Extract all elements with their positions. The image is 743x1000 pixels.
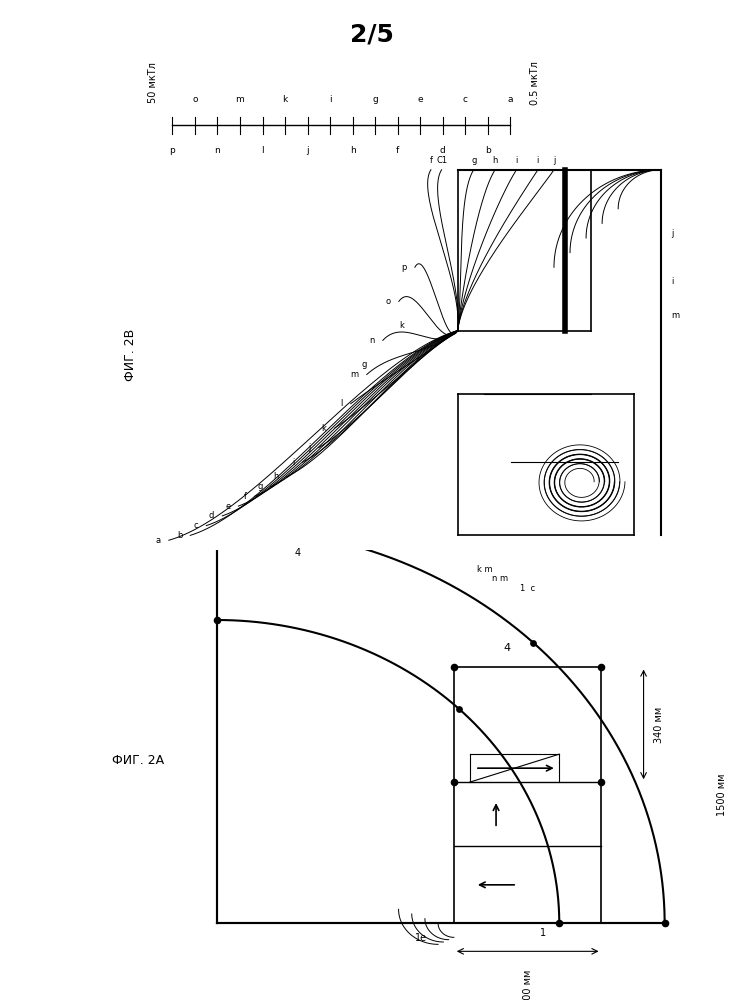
Text: 1: 1 bbox=[540, 928, 547, 938]
Text: 340 мм: 340 мм bbox=[654, 706, 664, 743]
Text: ФИГ. 2В: ФИГ. 2В bbox=[124, 329, 137, 381]
Text: 1000 мм: 1000 мм bbox=[522, 970, 533, 1000]
Point bbox=[453, 701, 465, 717]
Point bbox=[659, 915, 671, 931]
Text: j: j bbox=[308, 443, 311, 452]
Text: a: a bbox=[507, 95, 513, 104]
Text: e: e bbox=[225, 502, 230, 511]
Point bbox=[595, 774, 607, 790]
Text: 1е: 1е bbox=[415, 933, 427, 943]
Text: b: b bbox=[485, 146, 491, 155]
Text: i: i bbox=[292, 458, 294, 467]
Text: f: f bbox=[429, 156, 432, 165]
Text: n: n bbox=[369, 336, 374, 345]
Text: g: g bbox=[361, 360, 367, 369]
Text: c: c bbox=[463, 95, 468, 104]
Text: b: b bbox=[177, 531, 182, 540]
Text: n: n bbox=[215, 146, 221, 155]
Text: C1: C1 bbox=[436, 156, 447, 165]
Text: d: d bbox=[440, 146, 446, 155]
Text: n m: n m bbox=[493, 574, 508, 583]
Text: i: i bbox=[329, 95, 331, 104]
Text: h: h bbox=[273, 472, 279, 481]
Text: e: e bbox=[418, 95, 423, 104]
Text: i: i bbox=[536, 156, 539, 165]
Text: h: h bbox=[493, 156, 498, 165]
Text: 1  c: 1 c bbox=[519, 584, 535, 593]
Text: p: p bbox=[401, 263, 407, 272]
Text: f: f bbox=[396, 146, 400, 155]
Point bbox=[595, 659, 607, 675]
Text: o: o bbox=[192, 95, 198, 104]
Text: d: d bbox=[209, 511, 214, 520]
Text: g: g bbox=[471, 156, 476, 165]
Text: l: l bbox=[262, 146, 264, 155]
Text: m: m bbox=[351, 370, 359, 379]
Text: k m: k m bbox=[476, 565, 493, 574]
Text: ФИГ. 2А: ФИГ. 2А bbox=[111, 754, 164, 767]
Text: l: l bbox=[340, 399, 343, 408]
Text: k: k bbox=[282, 95, 288, 104]
Point bbox=[528, 635, 539, 651]
Text: j: j bbox=[672, 229, 674, 238]
Text: f: f bbox=[244, 492, 247, 501]
Text: 4: 4 bbox=[294, 548, 300, 558]
Text: m: m bbox=[672, 312, 680, 320]
Text: k: k bbox=[322, 424, 327, 433]
Text: j: j bbox=[306, 146, 309, 155]
Text: g: g bbox=[257, 482, 262, 491]
Text: m: m bbox=[236, 95, 244, 104]
Text: 4: 4 bbox=[503, 643, 510, 653]
Text: i: i bbox=[516, 156, 518, 165]
Text: c: c bbox=[194, 521, 198, 530]
Point bbox=[211, 612, 223, 628]
Text: 2/5: 2/5 bbox=[349, 23, 394, 47]
Point bbox=[554, 915, 565, 931]
Text: 0.5 мкТл: 0.5 мкТл bbox=[530, 61, 539, 105]
Text: o: o bbox=[386, 297, 391, 306]
Text: 50 мкТл: 50 мкТл bbox=[149, 62, 158, 103]
Text: a: a bbox=[156, 536, 160, 545]
Text: p: p bbox=[169, 146, 175, 155]
Text: i: i bbox=[672, 277, 674, 286]
Text: k: k bbox=[399, 321, 404, 330]
Point bbox=[448, 659, 460, 675]
Text: h: h bbox=[350, 146, 356, 155]
Point bbox=[448, 774, 460, 790]
Text: j: j bbox=[553, 156, 555, 165]
Text: g: g bbox=[372, 95, 378, 104]
Text: 1500 мм: 1500 мм bbox=[717, 774, 727, 816]
